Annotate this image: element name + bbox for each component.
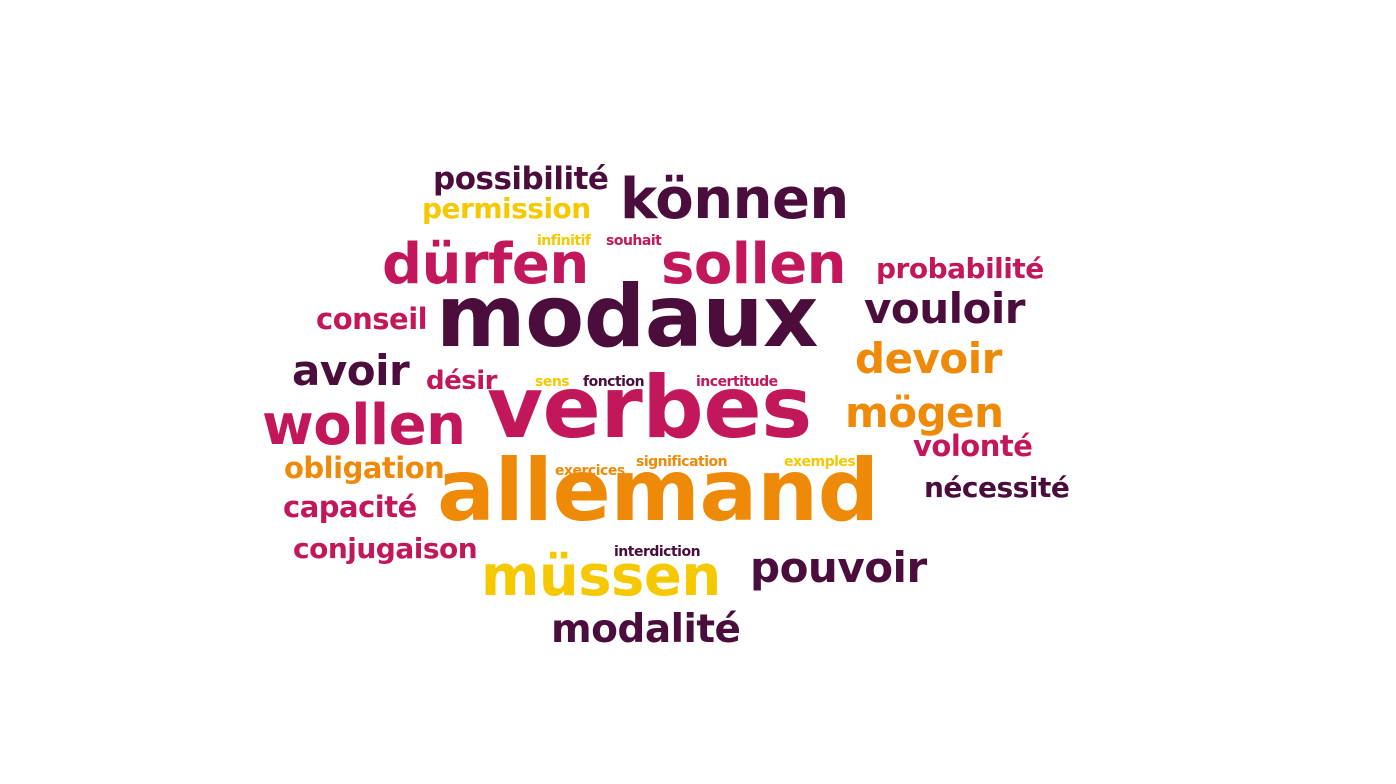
word-exercices: exercices xyxy=(555,463,625,479)
word-permission: permission xyxy=(422,192,591,225)
word-pouvoir: pouvoir xyxy=(750,543,927,592)
word-wollen: wollen xyxy=(262,393,466,458)
word-vouloir: vouloir xyxy=(864,284,1026,333)
word-obligation: obligation xyxy=(284,451,445,485)
word-volonte: volonté xyxy=(913,429,1033,463)
word-konnen: können xyxy=(620,167,849,232)
word-signification: signification xyxy=(636,454,728,470)
word-conseil: conseil xyxy=(316,302,428,336)
word-mussen: müssen xyxy=(481,544,721,609)
word-souhait: souhait xyxy=(606,233,662,249)
word-necessite: nécessité xyxy=(924,471,1070,504)
word-fonction: fonction xyxy=(583,374,645,390)
word-possibilite: possibilité xyxy=(433,161,609,197)
word-sollen: sollen xyxy=(661,232,847,297)
word-devoir: devoir xyxy=(855,334,1002,383)
word-exemples: exemples xyxy=(784,454,856,470)
word-durfen: dürfen xyxy=(382,232,589,297)
word-incertitude: incertitude xyxy=(696,374,778,390)
word-mogen: mögen xyxy=(845,388,1004,437)
word-avoir: avoir xyxy=(292,346,410,395)
word-allemand: allemand xyxy=(437,441,879,541)
word-modaux: modaux xyxy=(436,267,818,367)
word-infinitif: infinitif xyxy=(537,233,591,249)
word-probabilite: probabilité xyxy=(876,252,1044,285)
word-interdiction: interdiction xyxy=(614,544,701,560)
word-modalite: modalité xyxy=(551,607,741,652)
word-verbes: verbes xyxy=(487,358,812,458)
word-conjugaison: conjugaison xyxy=(293,532,478,565)
word-capacite: capacité xyxy=(283,490,417,524)
word-sens: sens xyxy=(535,374,570,390)
word-desir: désir xyxy=(426,366,497,396)
